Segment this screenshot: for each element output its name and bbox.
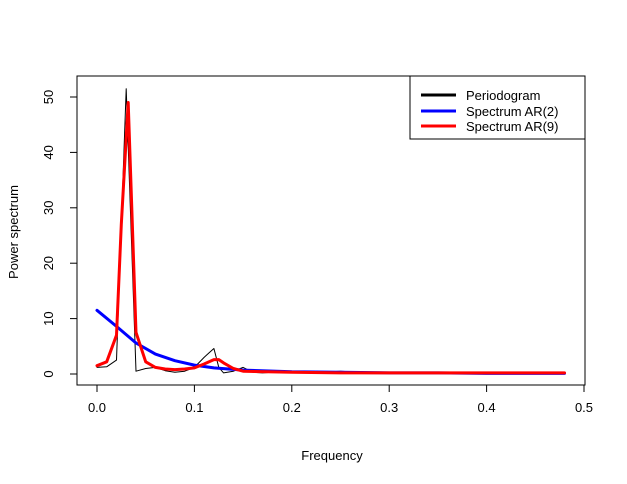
x-tick-label: 0.0: [88, 400, 106, 415]
x-tick-label: 0.5: [575, 400, 593, 415]
y-tick-label: 30: [41, 201, 56, 215]
y-tick-label: 0: [41, 370, 56, 377]
y-tick-label: 40: [41, 145, 56, 159]
legend-label-ar2: Spectrum AR(2): [466, 104, 558, 119]
legend-box: [409, 75, 586, 140]
x-axis-title: Frequency: [301, 448, 363, 463]
y-tick-label: 50: [41, 90, 56, 104]
y-axis: 0 10 20 30 40 50: [41, 90, 78, 378]
legend: Periodogram Spectrum AR(2) Spectrum AR(9…: [409, 75, 586, 140]
x-tick-label: 0.2: [283, 400, 301, 415]
legend-label-ar9: Spectrum AR(9): [466, 119, 558, 134]
x-axis: 0.0 0.1 0.2 0.3 0.4 0.5: [88, 384, 593, 415]
legend-label-periodogram: Periodogram: [466, 88, 540, 103]
series-line-ar2: [95, 308, 566, 375]
y-axis-title: Power spectrum: [6, 185, 21, 279]
series-line-ar9: [95, 101, 566, 375]
x-tick-label: 0.4: [478, 400, 496, 415]
y-tick-label: 20: [41, 256, 56, 270]
series-layer: [95, 88, 566, 375]
y-tick-label: 10: [41, 311, 56, 325]
x-tick-label: 0.1: [185, 400, 203, 415]
x-tick-label: 0.3: [380, 400, 398, 415]
